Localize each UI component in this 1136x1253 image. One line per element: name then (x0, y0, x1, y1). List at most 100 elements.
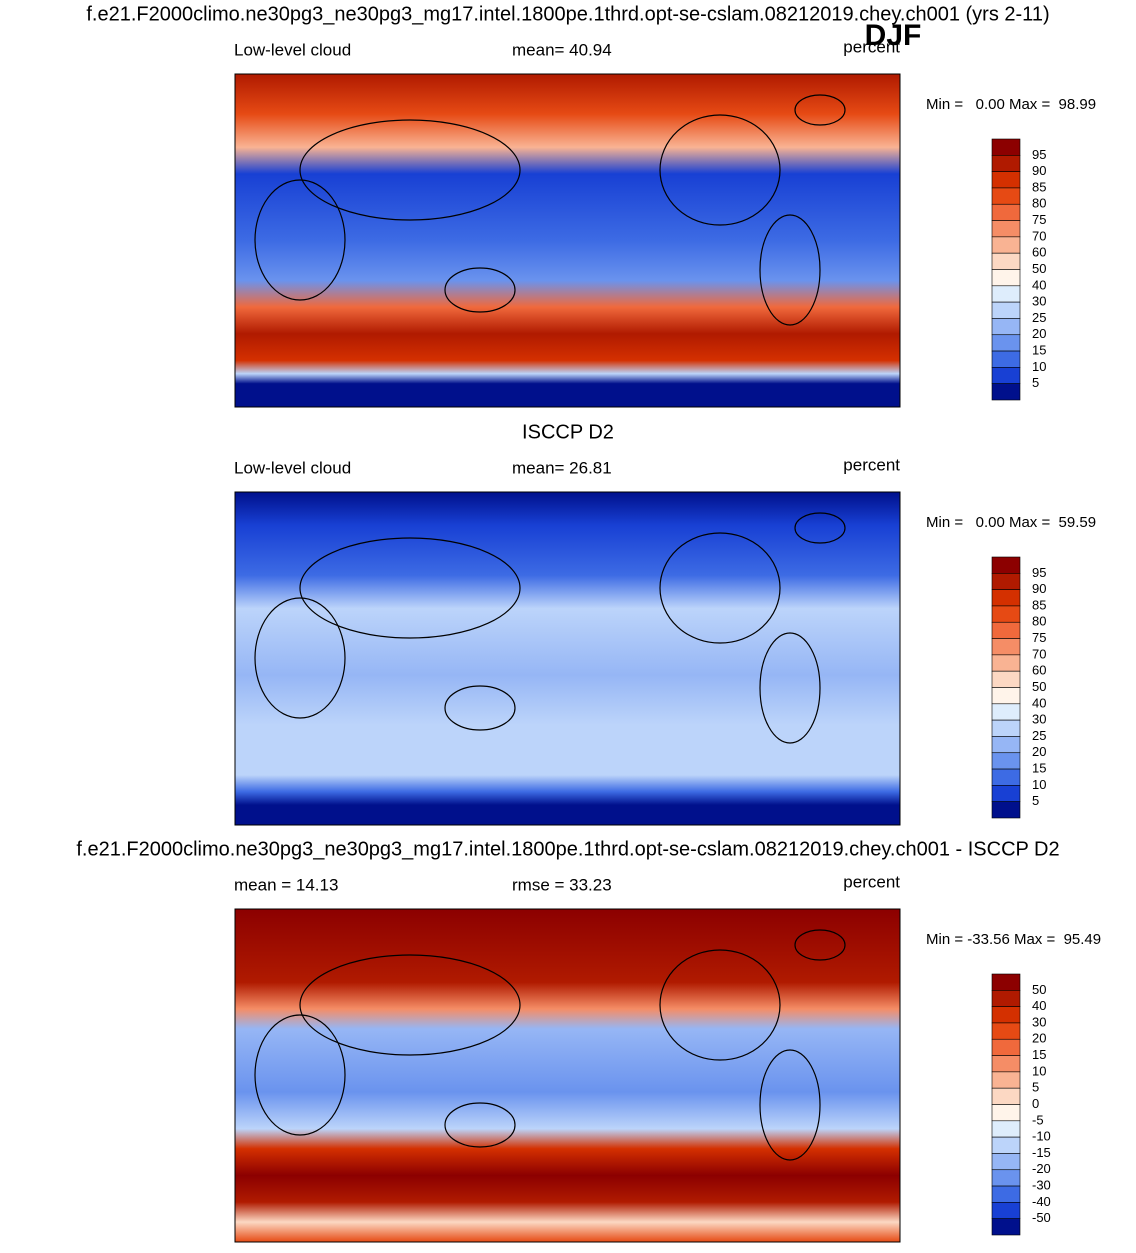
continent-outline (759, 1049, 821, 1161)
colorbar-box (991, 638, 1021, 656)
colorbar-box (991, 1120, 1021, 1138)
colorbar-label: 10 (1032, 777, 1046, 792)
colorbar-box (991, 269, 1021, 287)
colorbar-box (991, 670, 1021, 688)
colorbar-box (991, 556, 1021, 574)
colorbar-box (991, 1006, 1021, 1024)
panel-units: percent (843, 455, 900, 474)
continent-outline (794, 512, 846, 544)
colorbar-box (991, 1169, 1021, 1187)
colorbar-label: 15 (1032, 761, 1046, 776)
figure-title: f.e21.F2000climo.ne30pg3_ne30pg3_mg17.in… (86, 3, 1049, 25)
continent-outline (254, 179, 346, 301)
continent-outline (299, 537, 521, 639)
colorbar-box (991, 801, 1021, 819)
colorbar-label: 70 (1032, 228, 1046, 243)
continent-outline (444, 267, 516, 313)
continent-outline (254, 1014, 346, 1136)
colorbar-box (991, 350, 1021, 368)
colorbar-label: 70 (1032, 646, 1046, 661)
colorbar-label: -5 (1032, 1112, 1044, 1127)
continent-outline (794, 929, 846, 961)
continent-outline (299, 119, 521, 221)
min-max-label: Min = 0.00 Max = 98.99 (926, 96, 1096, 113)
colorbar-label: 15 (1032, 1047, 1046, 1062)
colorbar-box (991, 1038, 1021, 1056)
colorbar-box (991, 605, 1021, 623)
colorbar-label: -30 (1032, 1178, 1051, 1193)
min-max-label: Min = 0.00 Max = 59.59 (926, 514, 1096, 531)
continent-outline (794, 94, 846, 126)
continent-outline (444, 685, 516, 731)
colorbar-box (991, 589, 1021, 607)
colorbar-label: -10 (1032, 1129, 1051, 1144)
colorbar-label: 20 (1032, 744, 1046, 759)
colorbar-box (991, 252, 1021, 270)
colorbar-label: 95 (1032, 147, 1046, 162)
colorbar-label: 50 (1032, 982, 1046, 997)
colorbar-label: 80 (1032, 614, 1046, 629)
colorbar-label: 75 (1032, 212, 1046, 227)
colorbar-label: 25 (1032, 310, 1046, 325)
panel-units: percent (843, 37, 900, 56)
colorbar-box (991, 1136, 1021, 1154)
colorbar-label: 40 (1032, 277, 1046, 292)
continent-outline (659, 949, 781, 1061)
panel-center-label: mean= 26.81 (512, 458, 612, 477)
colorbar-box (991, 785, 1021, 802)
colorbar-label: 15 (1032, 343, 1046, 358)
colorbar-box (991, 1185, 1021, 1203)
colorbar-box (991, 687, 1021, 705)
colorbar-box (991, 203, 1021, 221)
continent-outline (659, 114, 781, 226)
map-field (234, 73, 901, 408)
colorbar-label: 30 (1032, 712, 1046, 727)
colorbar-box (991, 383, 1021, 401)
colorbar-box (991, 654, 1021, 672)
colorbar-label: 5 (1032, 375, 1039, 390)
colorbar-box (991, 301, 1021, 319)
colorbar-box (991, 752, 1021, 770)
colorbar-box (991, 736, 1021, 754)
colorbar-label: 50 (1032, 261, 1046, 276)
continent-outline (759, 632, 821, 744)
colorbar-label: -15 (1032, 1145, 1051, 1160)
colorbar-box (991, 138, 1021, 156)
colorbar-box (991, 573, 1021, 590)
min-max-label: Min = -33.56 Max = 95.49 (926, 931, 1101, 948)
season-label: DJF (865, 19, 922, 52)
colorbar-label: 30 (1032, 1014, 1046, 1029)
panel-center-label: mean= 40.94 (512, 40, 612, 59)
continent-outline (659, 532, 781, 644)
colorbar-label: 90 (1032, 163, 1046, 178)
colorbar-box (991, 367, 1021, 384)
colorbar-box (991, 1071, 1021, 1089)
colorbar-label: 50 (1032, 679, 1046, 694)
colorbar-box (991, 318, 1021, 336)
colorbar-box (991, 187, 1021, 205)
colorbar-label: 5 (1032, 1080, 1039, 1095)
colorbar-box (991, 1055, 1021, 1073)
colorbar-label: 75 (1032, 630, 1046, 645)
colorbar-box (991, 171, 1021, 189)
colorbar-box (991, 1218, 1021, 1236)
colorbar-label: 20 (1032, 326, 1046, 341)
colorbar-label: 5 (1032, 793, 1039, 808)
map-field (234, 908, 901, 1243)
colorbar-box (991, 220, 1021, 238)
colorbar-label: -40 (1032, 1194, 1051, 1209)
continent-outline (759, 214, 821, 326)
colorbar-label: 40 (1032, 998, 1046, 1013)
colorbar-box (991, 1153, 1021, 1171)
colorbar-label: 25 (1032, 728, 1046, 743)
colorbar-box (991, 973, 1021, 991)
colorbar-box (991, 990, 1021, 1007)
colorbar-box (991, 1104, 1021, 1122)
colorbar-label: 10 (1032, 1063, 1046, 1078)
colorbar-box (991, 334, 1021, 352)
panel-units: percent (843, 872, 900, 891)
colorbar-box (991, 236, 1021, 254)
colorbar-box (991, 155, 1021, 172)
